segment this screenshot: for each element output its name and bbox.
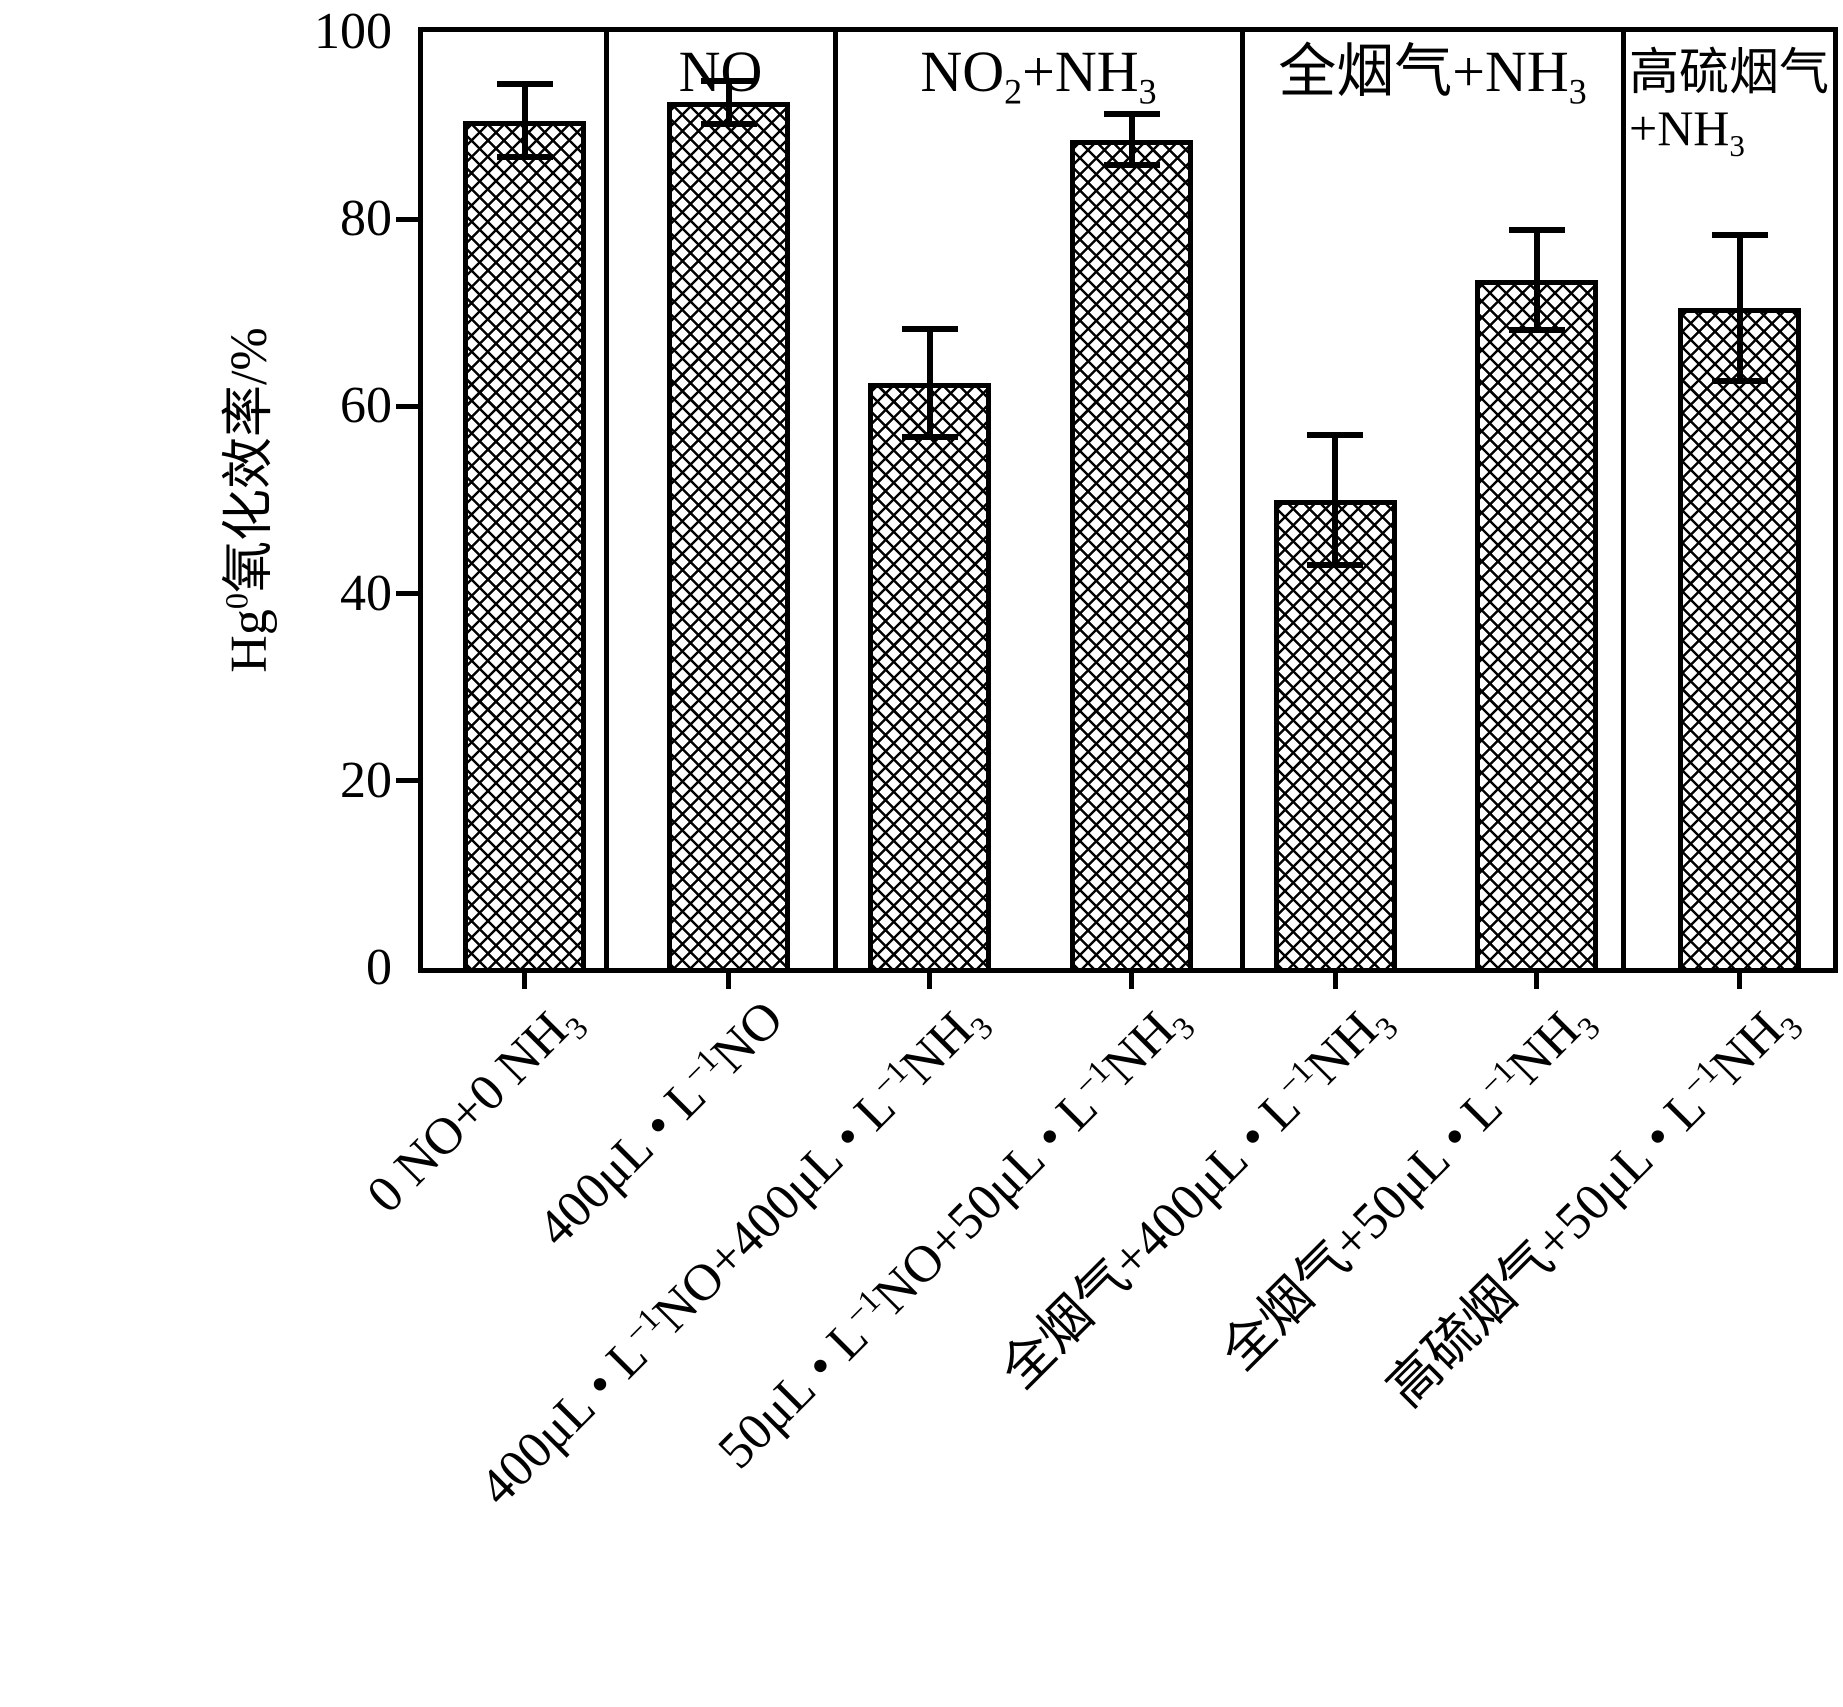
error-bar-cap-top-2 <box>700 77 757 84</box>
section-divider-2 <box>832 32 838 968</box>
text-segment: +NH <box>1629 100 1730 156</box>
section-label-NO₂+NH₃: NO2+NH3 <box>920 39 1156 110</box>
y-tick-60 <box>396 403 418 409</box>
error-bar-line-7 <box>1736 235 1743 382</box>
error-bar-line-5 <box>1332 435 1338 565</box>
error-bar-line-6 <box>1533 230 1540 330</box>
y-tick-40 <box>396 591 418 597</box>
section-divider-1 <box>603 32 609 968</box>
text-segment: 400μL • L <box>468 1326 659 1517</box>
figure: Hg0氧化效率/% NO NO2+NH3 全烟气+NH3 高硫烟气 +NH3 0 20 40… <box>218 3 1838 1517</box>
x-category-label-1: 0 NO+0 NH3 <box>0 990 594 1703</box>
bar-2 <box>667 102 790 968</box>
error-bar-line-3 <box>926 328 933 438</box>
x-category-label-5: 全烟气+400μL • L−1NH3 <box>688 990 1405 1703</box>
text-segment: 0 <box>218 593 255 610</box>
text-segment: 50μL • L <box>707 1308 879 1480</box>
x-category-label-4: 50μL • L−1NO+50μL • L−1NH3 <box>485 990 1201 1703</box>
error-bar-cap-bottom-7 <box>1711 378 1768 385</box>
text-segment: 400μL • L <box>526 1067 717 1258</box>
error-bar-cap-bottom-1 <box>496 154 553 161</box>
text-segment: NO <box>678 39 763 104</box>
bar-3 <box>868 383 991 968</box>
y-tick-label-80: 80 <box>340 190 392 248</box>
y-tick-label-100: 100 <box>314 3 392 60</box>
section-label-全烟气+NH₃: 全烟气+NH3 <box>1278 39 1586 110</box>
error-bar-cap-bottom-6 <box>1508 326 1565 333</box>
x-category-label-3: 400μL • L−1NO+400μL • L−1NH3 <box>283 990 999 1703</box>
error-bar-cap-top-5 <box>1307 432 1363 439</box>
bar-7 <box>1678 308 1801 968</box>
error-bar-cap-top-1 <box>496 81 553 88</box>
x-tick-1 <box>522 973 527 989</box>
section-label-NO: NO <box>679 40 763 104</box>
text-segment: 3 <box>1138 71 1157 112</box>
error-bar-cap-bottom-2 <box>700 120 757 127</box>
text-segment: 氧化效率/% <box>221 327 278 594</box>
error-bar-cap-top-4 <box>1103 111 1160 118</box>
x-tick-3 <box>927 973 932 989</box>
x-tick-4 <box>1129 973 1134 989</box>
text-segment: 高硫烟气 <box>1629 44 1829 100</box>
x-tick-7 <box>1737 973 1742 989</box>
error-bar-cap-top-7 <box>1711 232 1768 239</box>
error-bar-cap-bottom-5 <box>1307 561 1363 568</box>
x-tick-6 <box>1534 973 1539 989</box>
text-segment: 2 <box>1004 71 1023 112</box>
y-tick-label-40: 40 <box>340 564 392 622</box>
y-tick-label-0: 0 <box>366 939 392 996</box>
y-tick-label-60: 60 <box>340 377 392 435</box>
y-tick-label-20: 20 <box>340 751 392 809</box>
bar-4 <box>1070 139 1193 968</box>
text-segment: 全烟气+NH <box>1278 39 1569 104</box>
error-bar-cap-top-6 <box>1508 227 1565 234</box>
error-bar-cap-bottom-3 <box>901 434 958 441</box>
error-bar-line-1 <box>521 84 528 158</box>
bar-1 <box>463 120 586 968</box>
error-bar-cap-top-3 <box>901 325 958 332</box>
x-tick-5 <box>1332 973 1338 989</box>
x-category-label-2: 400μL • L−1NO <box>82 990 795 1703</box>
error-bar-line-2 <box>725 80 732 124</box>
text-segment: 3 <box>1568 71 1587 112</box>
x-tick-2 <box>726 973 731 989</box>
bar-5 <box>1273 500 1397 968</box>
bar-6 <box>1475 280 1598 968</box>
y-tick-20 <box>396 778 418 784</box>
text-segment: 0 NO+0 NH <box>355 1001 579 1224</box>
section-divider-4 <box>1620 32 1626 968</box>
section-divider-3 <box>1239 32 1245 968</box>
error-bar-cap-bottom-4 <box>1103 161 1160 168</box>
x-category-label-6: 全烟气+50μL • L−1NH3 <box>890 990 1606 1703</box>
x-category-label-7: 高硫烟气+50μL • L−1NH3 <box>1093 990 1810 1703</box>
plot-area: NO NO2+NH3 全烟气+NH3 高硫烟气 +NH3 <box>418 27 1838 973</box>
section-label-高硫烟气+NH₃: 高硫烟气 +NH3 <box>1629 44 1829 161</box>
text-segment: +NH <box>1022 39 1139 104</box>
error-bar-line-4 <box>1128 114 1135 165</box>
text-segment: 3 <box>1729 128 1745 163</box>
y-tick-80 <box>396 216 418 222</box>
text-segment: NO <box>920 39 1005 104</box>
